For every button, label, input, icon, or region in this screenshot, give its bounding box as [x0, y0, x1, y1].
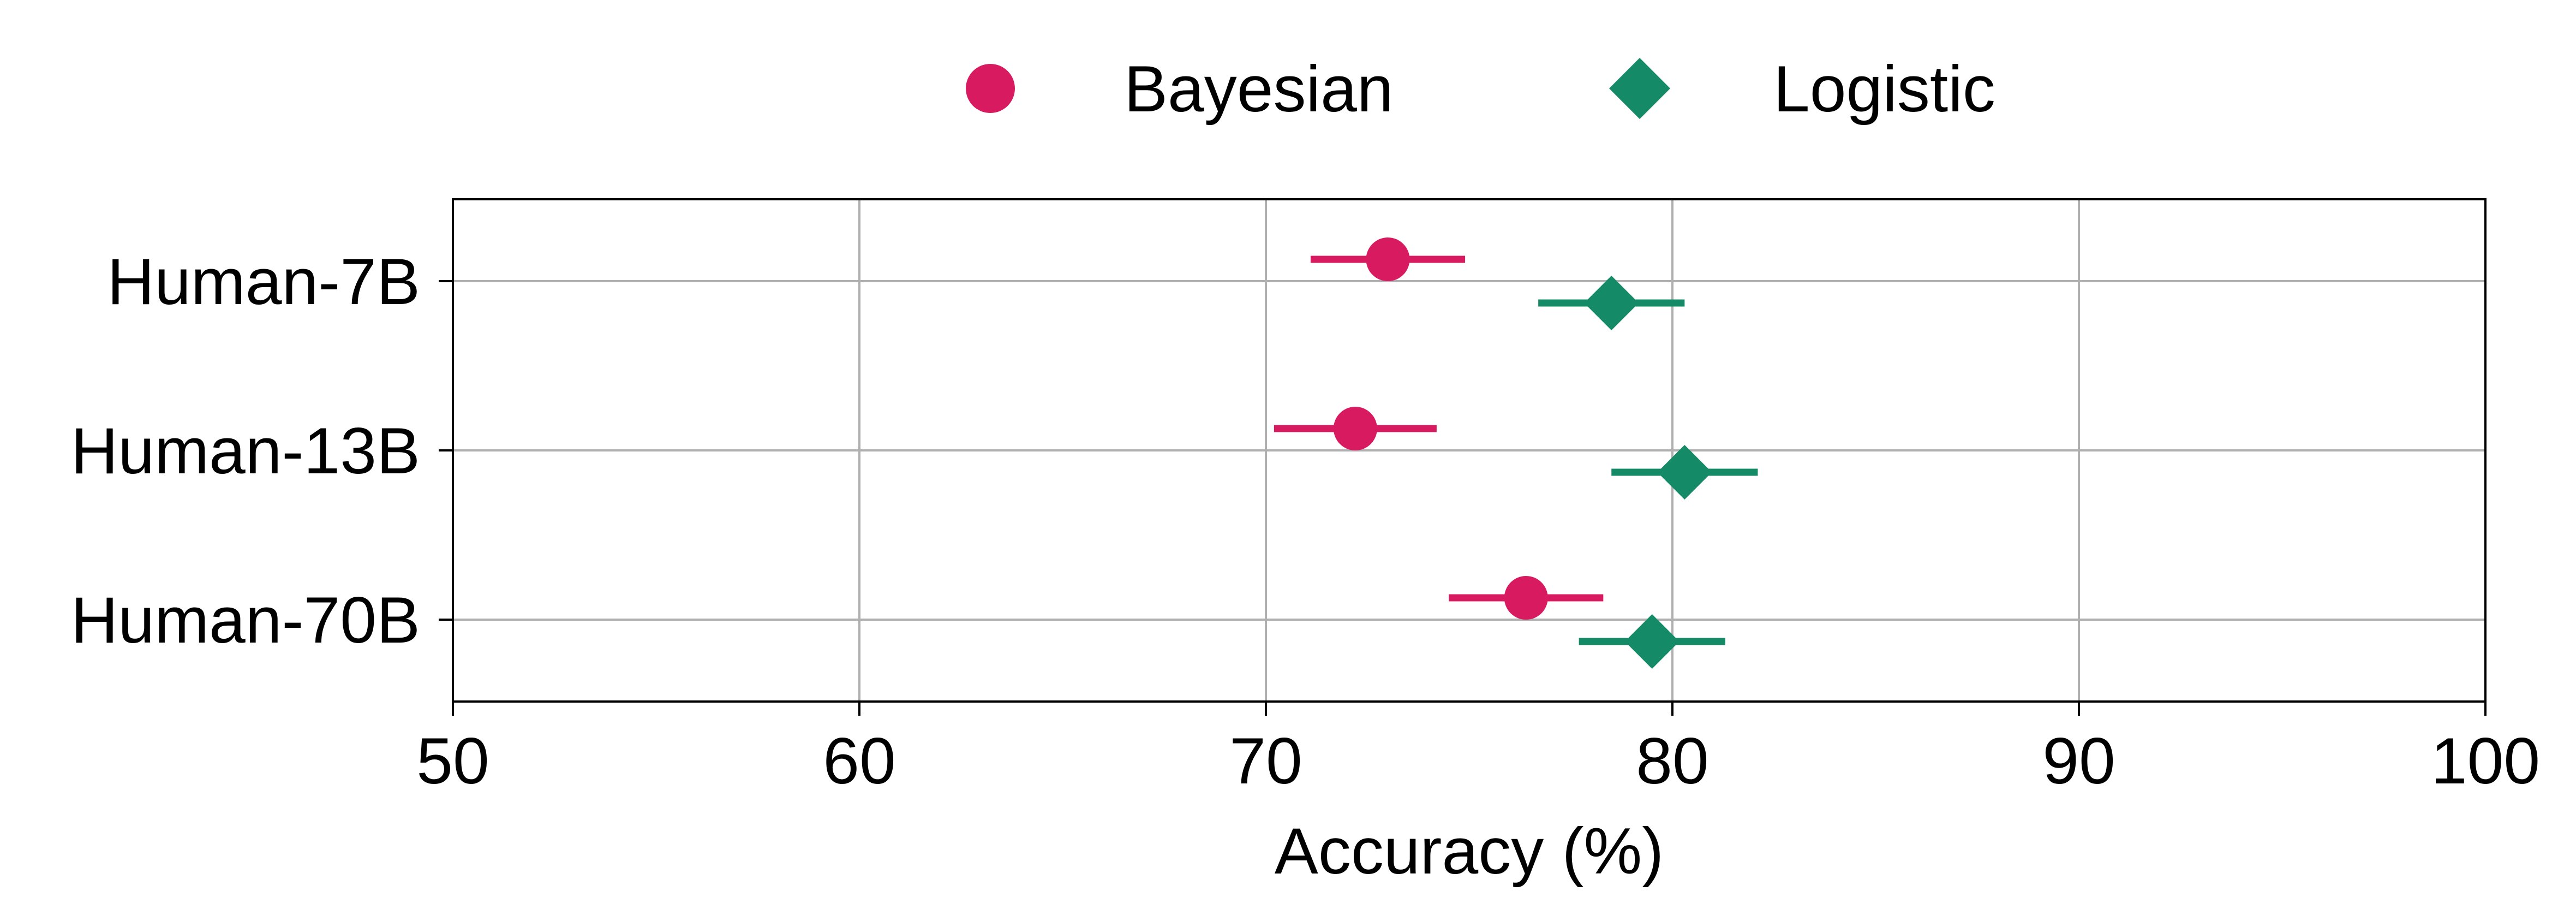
x-tick-label: 50: [416, 724, 489, 798]
legend-label: Logistic: [1773, 52, 1995, 126]
legend-marker: [966, 64, 1015, 113]
legend-label: Bayesian: [1124, 52, 1394, 126]
x-axis-title: Accuracy (%): [1275, 815, 1664, 888]
data-point: [1624, 614, 1680, 669]
x-tick-label: 60: [823, 724, 895, 798]
x-tick-label: 80: [1636, 724, 1708, 798]
y-category-labels: Human-7B Human-13B Human-70B: [71, 245, 420, 657]
x-tick-label: 70: [1229, 724, 1302, 798]
axis-ticks: [439, 280, 2487, 716]
y-category-label: Human-7B: [107, 245, 420, 318]
y-category-label: Human-70B: [71, 584, 420, 657]
legend: Bayesian Logistic: [966, 52, 1995, 126]
data-point: [1333, 407, 1377, 450]
data-point: [1584, 276, 1639, 330]
data-markers: [1333, 237, 1712, 669]
x-tick-labels: 50 60 70 80 90 100: [416, 724, 2540, 798]
y-category-label: Human-13B: [71, 414, 420, 488]
grid-lines: [452, 199, 2487, 702]
x-tick-label: 100: [2431, 724, 2540, 798]
data-point: [1504, 576, 1548, 620]
legend-marker: [1609, 58, 1670, 119]
data-point: [1657, 445, 1712, 500]
data-point: [1366, 237, 1410, 281]
x-tick-label: 90: [2042, 724, 2115, 798]
